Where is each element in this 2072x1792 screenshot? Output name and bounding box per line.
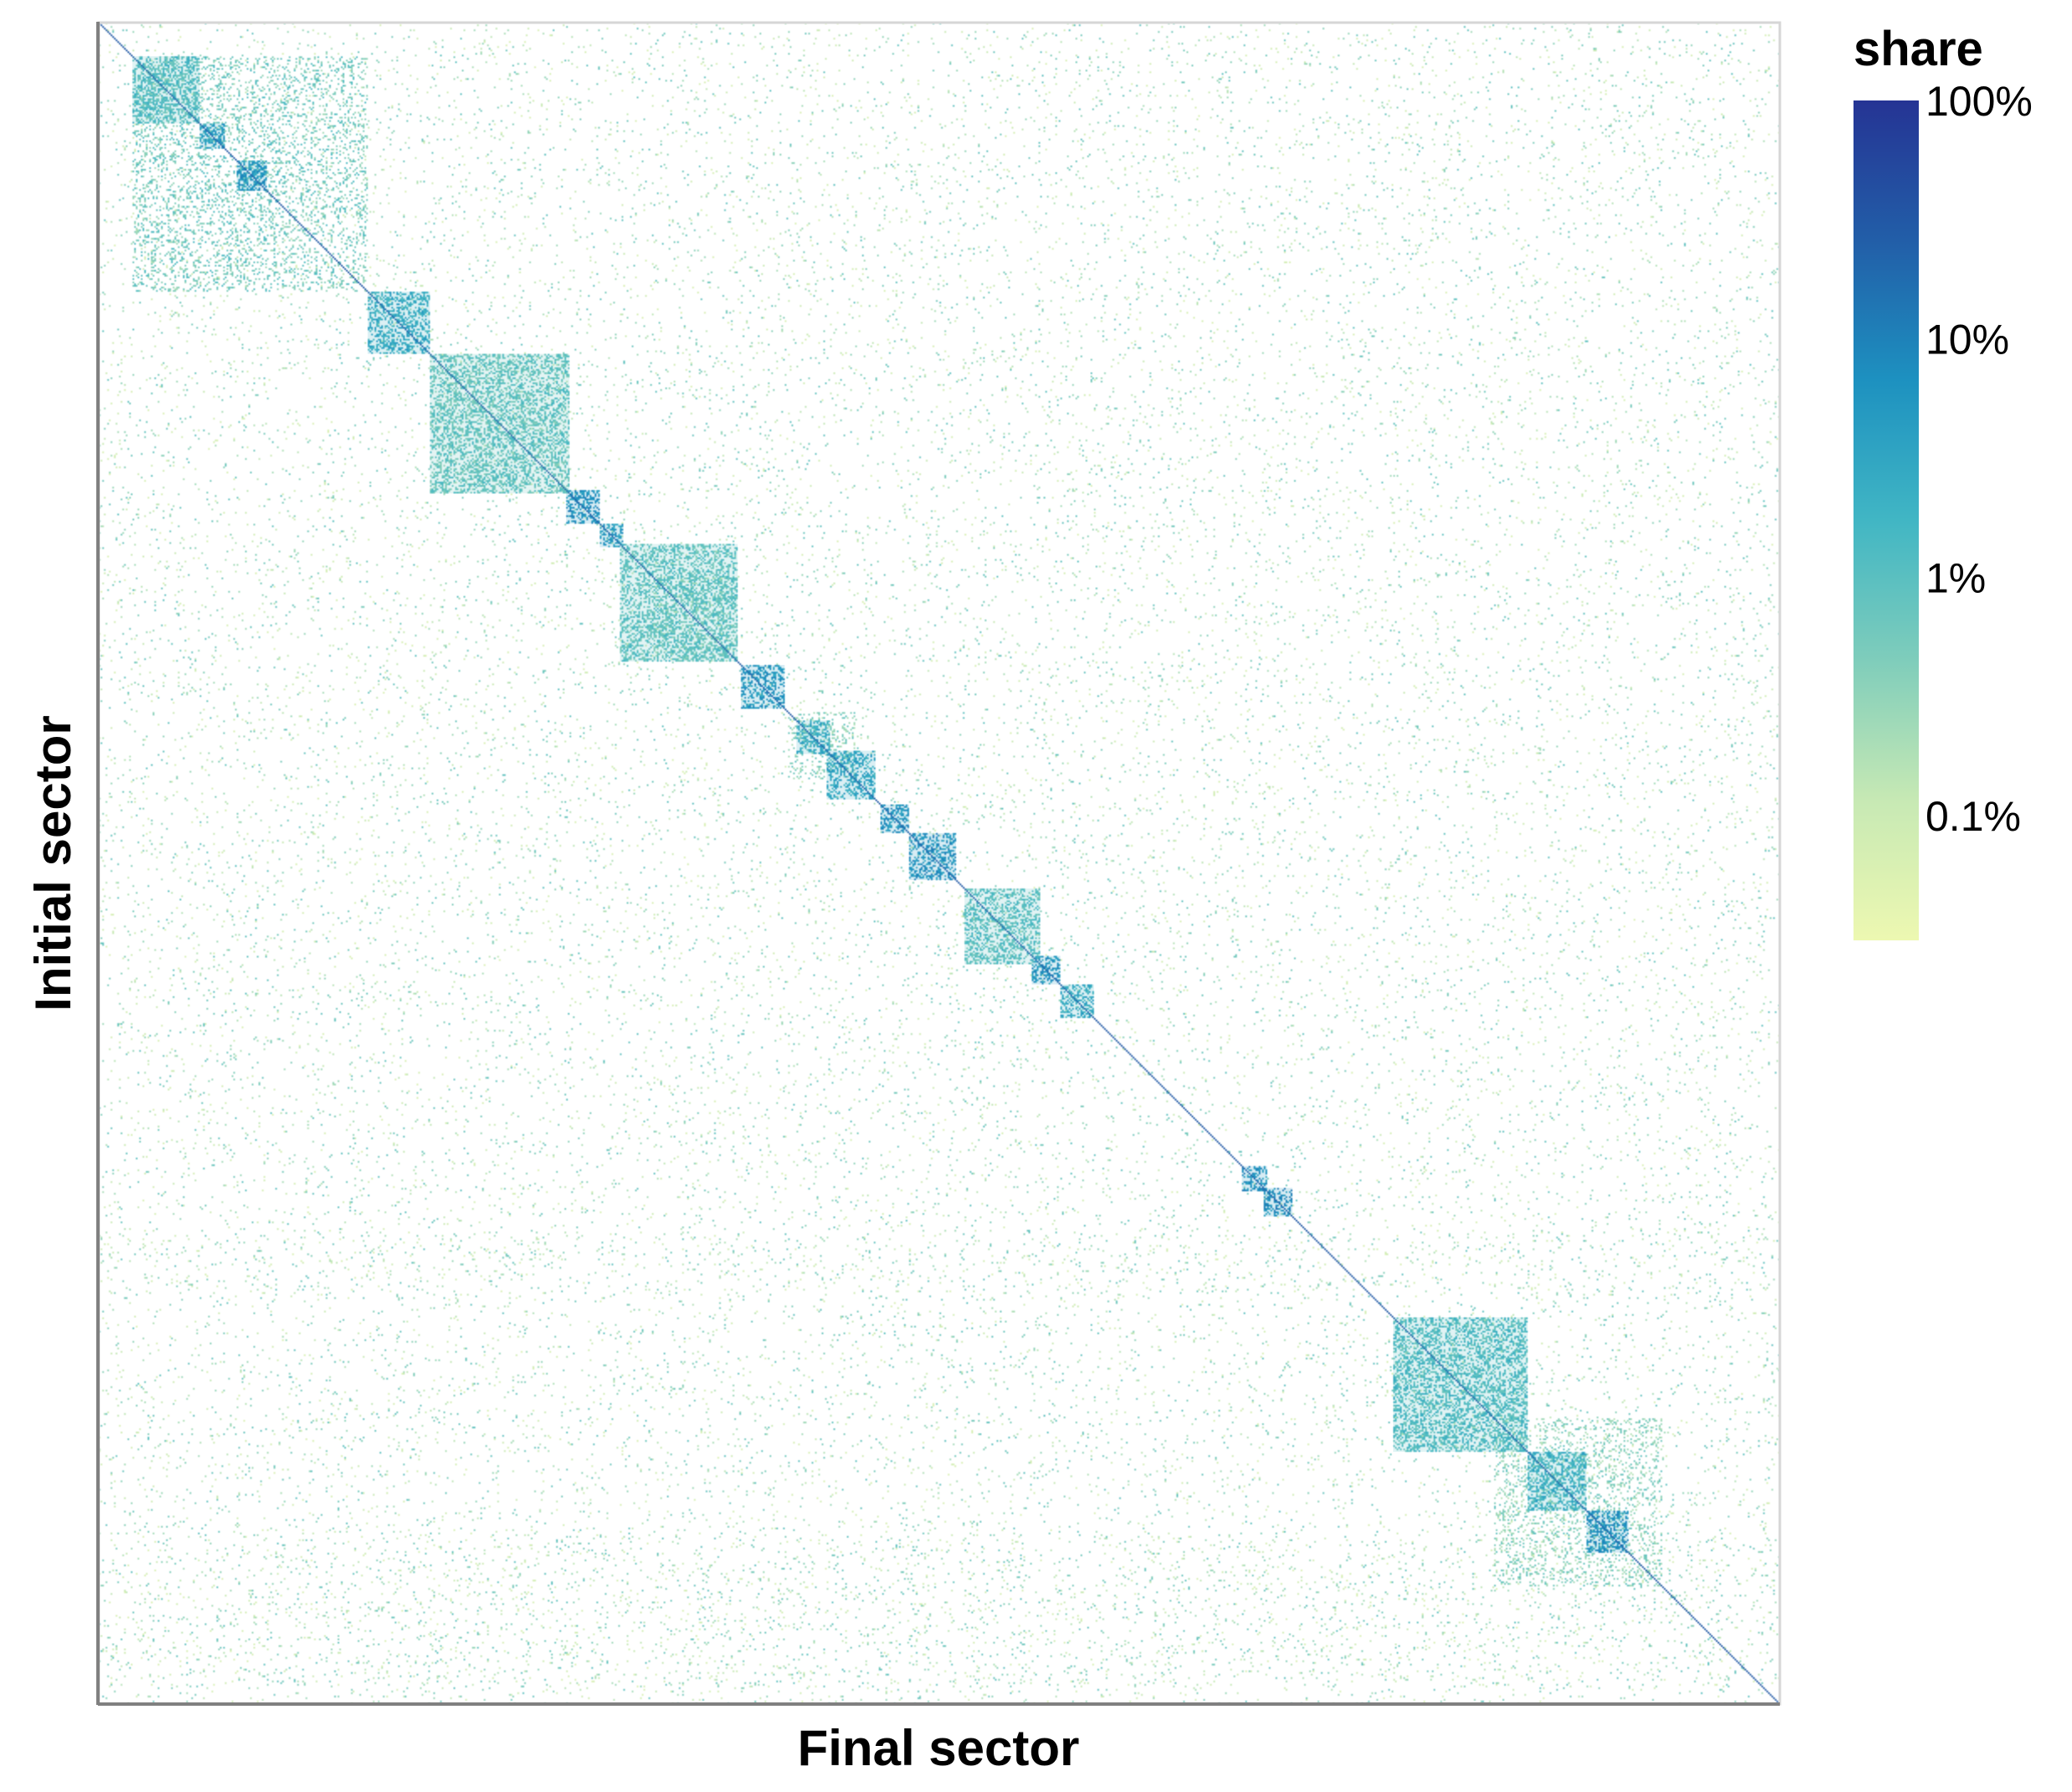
y-axis-title: Initial sector [25, 715, 81, 1011]
diagonal-block [964, 888, 1041, 965]
diagonal-block [236, 160, 267, 191]
diagonal-block [908, 832, 957, 881]
diagonal-block [566, 490, 600, 524]
diagonal-block [1393, 1317, 1528, 1452]
legend-ticks: 100% 10% 1% 0.1% [1925, 78, 2033, 840]
legend-tick-label: 10% [1925, 317, 2009, 363]
plot-area [96, 21, 1782, 1706]
diagonal-block [741, 665, 785, 709]
diagonal-block [1586, 1511, 1629, 1553]
legend-title: share [1853, 22, 1983, 76]
diagonal-block [368, 291, 430, 354]
diagonal-blocks [132, 56, 1629, 1553]
diagonal-block [880, 804, 909, 833]
diagonal-block [1060, 984, 1094, 1018]
diagonal-block [620, 543, 738, 662]
diagonal-block [1031, 955, 1061, 985]
color-legend: share 100% 10% 1% 0.1% [1853, 22, 2033, 940]
diagonal-block [599, 523, 624, 548]
x-axis-title: Final sector [798, 1720, 1080, 1776]
legend-tick-label: 0.1% [1925, 793, 2021, 840]
diagonal-block [132, 56, 200, 124]
legend-colorbar [1853, 100, 1919, 940]
diagonal-block [1242, 1166, 1267, 1192]
legend-tick-label: 1% [1925, 554, 1986, 601]
heatmap-cells [99, 23, 1780, 1704]
diagonal-block [429, 353, 570, 494]
legend-tick-label: 100% [1925, 78, 2033, 125]
diagonal-block [796, 720, 830, 754]
diagonal-block [199, 123, 225, 149]
diagonal-block [826, 750, 876, 800]
diagonal-block [1527, 1451, 1587, 1511]
diagonal-block [1263, 1187, 1293, 1217]
